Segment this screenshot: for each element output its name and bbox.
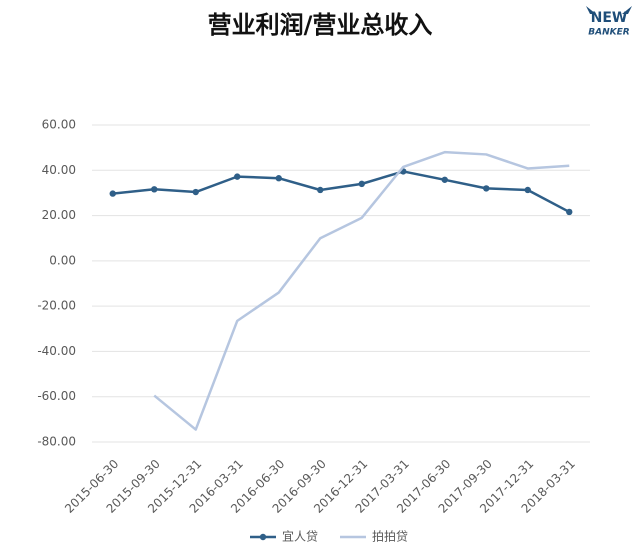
series-line bbox=[112, 170, 570, 214]
point bbox=[441, 176, 448, 183]
series-line bbox=[153, 150, 570, 431]
y-tick-label: -80.00 bbox=[37, 435, 76, 449]
logo-bottom: BANKER bbox=[588, 28, 629, 38]
logo-horns bbox=[586, 6, 632, 14]
point bbox=[275, 175, 282, 182]
legend-label: 宜人贷 bbox=[282, 529, 318, 544]
point bbox=[317, 186, 324, 194]
legend-label: 拍拍贷 bbox=[372, 529, 408, 544]
point bbox=[358, 180, 365, 188]
point bbox=[483, 185, 490, 192]
y-tick-label: -60.00 bbox=[37, 389, 76, 403]
y-tick-label: 40.00 bbox=[42, 163, 76, 177]
y-tick-label: -40.00 bbox=[37, 344, 76, 358]
point bbox=[151, 186, 158, 193]
point bbox=[192, 188, 199, 196]
point bbox=[524, 186, 531, 194]
y-tick-label: 60.00 bbox=[42, 118, 76, 132]
y-tick-label: 20.00 bbox=[42, 208, 76, 222]
chart-title: 营业利润/营业总收入 bbox=[208, 11, 433, 39]
logo-top: NEW bbox=[591, 10, 628, 26]
y-tick-label: 0.00 bbox=[49, 253, 76, 267]
point bbox=[109, 190, 116, 197]
y-tick-label: -20.00 bbox=[37, 299, 76, 313]
legend-marker bbox=[259, 533, 267, 541]
logo: NEW BANKER bbox=[586, 6, 632, 38]
point bbox=[234, 173, 241, 180]
point bbox=[566, 208, 573, 216]
